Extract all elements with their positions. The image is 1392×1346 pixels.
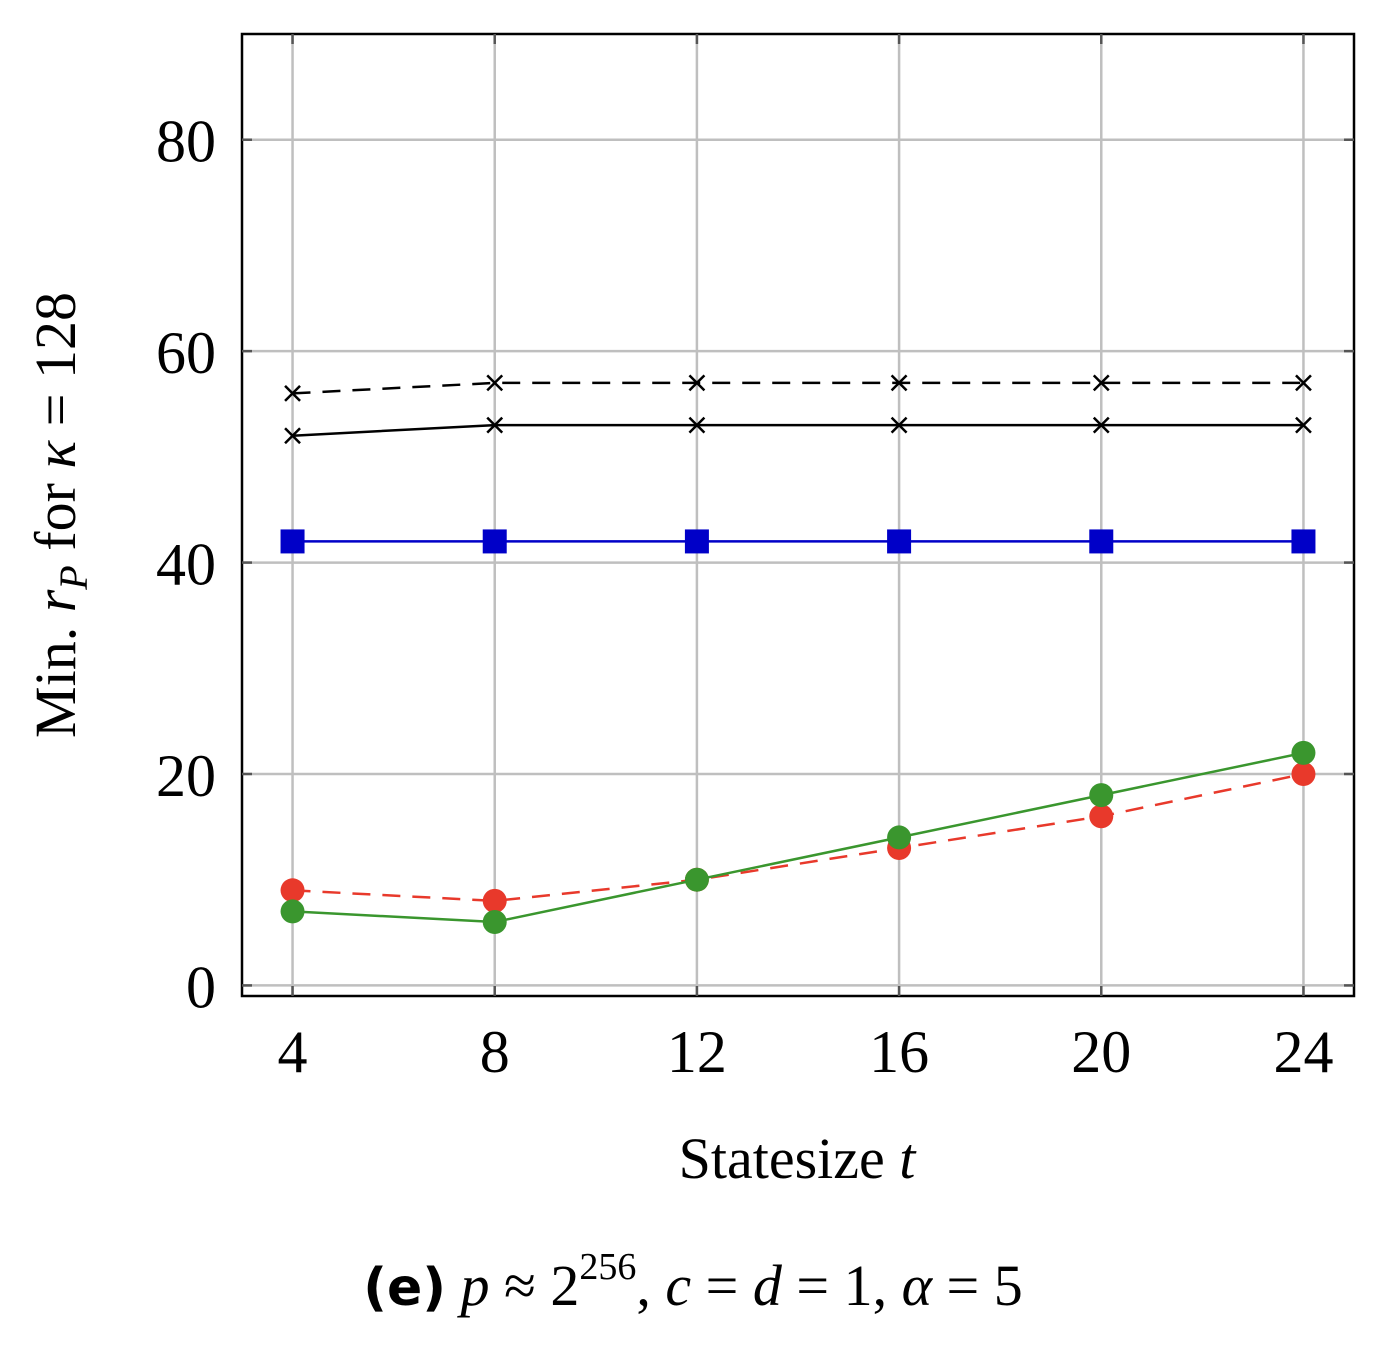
y-tick-label: 80 <box>156 109 216 175</box>
data-point <box>482 529 507 554</box>
data-point <box>280 529 305 554</box>
data-point <box>1295 416 1312 434</box>
data-point <box>890 416 908 434</box>
series-black-dashed-cross <box>284 374 1312 402</box>
y-tick-label: 60 <box>156 320 216 386</box>
series-line <box>292 381 1304 395</box>
data-point <box>280 899 305 924</box>
data-point <box>887 529 912 554</box>
data-point <box>1092 374 1110 392</box>
data-point <box>1291 529 1316 554</box>
x-axis-label: Statesize t <box>679 1126 918 1191</box>
ticks <box>242 34 1354 996</box>
data-point <box>890 374 908 392</box>
data-point <box>482 888 507 913</box>
figure-caption: (e) p ≈ 2256, c = d = 1, α = 5 <box>363 1246 1023 1318</box>
x-tick-label: 8 <box>480 1019 510 1085</box>
data-point <box>1089 529 1114 554</box>
data-point <box>486 374 504 392</box>
data-point <box>887 825 912 850</box>
data-point <box>1291 762 1316 786</box>
data-point <box>684 867 709 892</box>
series-red-dashed-circle <box>280 762 1316 913</box>
x-tick-label: 16 <box>869 1019 929 1085</box>
y-axis-label: Min. rP for κ = 128 <box>23 292 96 738</box>
x-tick-label: 12 <box>667 1019 727 1085</box>
data-point <box>1092 416 1110 434</box>
data-point <box>1089 783 1114 808</box>
x-tick-label: 20 <box>1071 1019 1131 1085</box>
series-line <box>292 423 1304 437</box>
x-tick-label: 4 <box>278 1019 308 1085</box>
plot-frame <box>240 32 1356 998</box>
tick-labels: 4 8 12 16 20 24 0 20 40 60 80 <box>156 109 1333 1085</box>
data-point <box>1291 740 1316 765</box>
y-tick-label: 0 <box>186 954 216 1020</box>
data-point <box>486 416 504 434</box>
x-tick-label: 24 <box>1273 1019 1333 1085</box>
data-point <box>684 529 709 554</box>
y-tick-label: 20 <box>156 743 216 809</box>
data-point <box>1089 804 1114 829</box>
series-blue-square <box>280 529 1316 554</box>
data-point <box>284 427 301 445</box>
data-point <box>280 878 305 903</box>
series-line <box>292 751 1304 924</box>
data-point <box>284 385 301 402</box>
data-point <box>1295 374 1312 392</box>
y-tick-label: 40 <box>156 532 216 598</box>
series-layer <box>280 374 1316 934</box>
data-point <box>482 910 507 934</box>
series-line <box>292 772 1304 903</box>
grid <box>242 34 1354 996</box>
series-black-solid-cross <box>284 416 1312 445</box>
data-point <box>688 374 706 392</box>
series-green-solid-circle <box>280 740 1316 934</box>
data-point <box>688 416 706 434</box>
